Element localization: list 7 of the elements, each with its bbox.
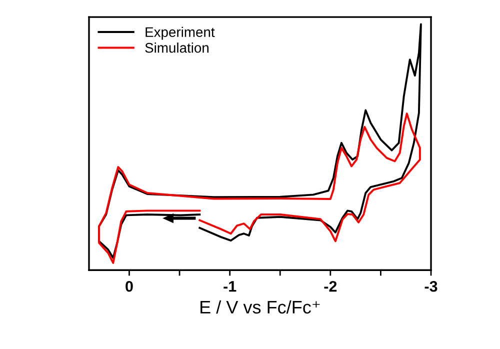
legend-label: Simulation [145, 42, 208, 53]
x-axis-title: E / V vs Fc/Fc⁺ [200, 300, 320, 314]
legend-label: Experiment [146, 26, 215, 40]
x-tick-label: -3 [424, 280, 438, 292]
x-tick-label: -1 [224, 281, 236, 292]
x-tick-label: 0 [126, 280, 133, 292]
x-tick-label: -2 [324, 280, 337, 292]
